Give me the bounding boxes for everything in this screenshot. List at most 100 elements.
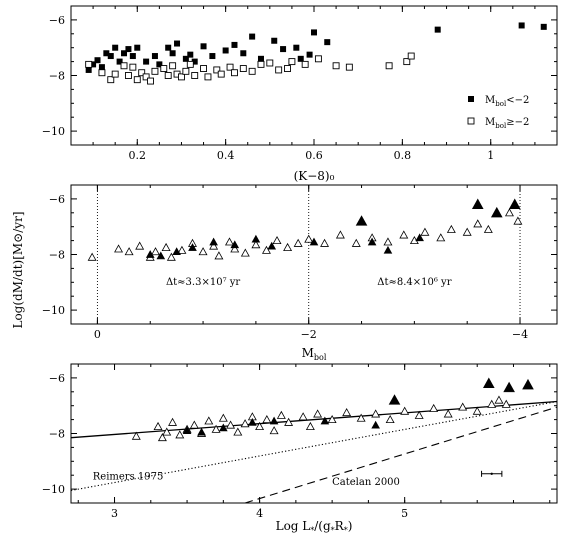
open-triangle-point [135,241,145,250]
filled-square-point [125,46,132,53]
open-triangle-point [356,413,366,422]
open-triangle-point [209,241,219,250]
open-triangle-point [198,247,208,256]
filled-square-point [293,44,300,51]
open-triangle-point [162,427,172,436]
y-tick-label: −8 [49,70,65,83]
open-square-point [345,63,353,71]
filled-square-point [297,55,304,62]
open-triangle-point [255,421,265,430]
filled-triangle-point [503,381,515,393]
open-square-point [147,77,154,85]
annotations: Δt≈3.3×10⁷ yr Δt≈8.4×10⁶ yr [166,277,452,288]
filled-triangle-point [383,245,393,254]
open-triangle-point [436,233,446,242]
filled-triangle-point [355,215,368,226]
open-triangle-point [383,237,393,246]
filled-square-point [169,50,176,57]
filled-square-point [182,55,189,62]
open-triangle-point [483,224,493,233]
open-square-point [98,69,106,77]
open-triangle-point [473,219,483,228]
filled-triangle-point [367,237,377,246]
filled-square-point [518,22,525,29]
annotation: Catelan 2000 [332,477,400,488]
open-square-point [138,69,146,77]
open-triangle-point [399,230,409,239]
open-triangle-point [211,424,221,433]
x-axis-label: Log L*/(g*R*) [276,519,353,535]
filled-square-point [143,58,150,65]
open-square-point [284,65,291,73]
open-triangle-point [224,237,234,246]
y-tick-label: −10 [42,304,65,317]
x-axis-label: (K−8)₀ [294,169,335,183]
open-triangle-point [305,421,315,430]
filled-square-point [249,33,256,40]
open-square-point [314,55,322,63]
model-lines [70,400,558,504]
y-tick-label: −6 [49,14,65,27]
filled-square-point [231,41,238,48]
open-triangle-point [157,433,167,442]
filled-triangle-point [471,198,484,209]
filled-triangle-point [522,378,534,390]
open-triangle-point [298,412,308,421]
filled-triangle-point [230,240,240,249]
open-square-point [142,73,150,81]
x-tick-label: 0.2 [129,149,147,162]
data-points [87,198,523,261]
open-triangle-point [504,208,514,217]
filled-square-point [134,44,141,51]
open-triangle-point [218,413,228,422]
open-triangle-point [420,227,430,236]
filled-square-point [116,58,123,65]
y-tick-label: −8 [49,249,65,262]
filled-triangle-point [219,423,228,432]
filled-triangle-point [267,241,277,250]
filled-square-point [98,64,105,71]
filled-triangle-point [309,237,319,246]
open-triangle-point [513,216,523,225]
open-triangle-point [114,244,124,253]
open-triangle-point [371,409,381,418]
open-triangle-point [313,409,323,418]
open-triangle-point [342,408,352,417]
filled-square-point [200,43,207,50]
filled-square-point [121,50,128,57]
open-triangle-point [429,403,439,412]
open-triangle-point [269,426,279,435]
x-tick-label: 5 [401,507,408,520]
open-triangle-point [262,414,272,424]
open-square-point [332,62,340,70]
filled-triangle-point [197,427,206,436]
open-triangle-point [385,414,395,424]
open-square-point [213,66,221,74]
open-triangle-point [230,244,240,253]
open-triangle-point [494,395,504,404]
filled-triangle-point [248,417,257,426]
filled-triangle-point [415,233,424,242]
filled-square-point [222,47,229,54]
open-square-point [226,63,234,71]
open-triangle-point [175,430,185,439]
open-triangle-point [168,417,178,426]
open-square-point [133,76,141,84]
open-square-point [204,73,212,81]
open-triangle-point [272,235,282,245]
annotations: Reimers 1975 Catelan 2000 [93,471,400,488]
open-triangle-point [177,245,187,254]
open-square-point [111,70,119,78]
x-tick-label: 0 [94,328,101,341]
open-square-point [182,67,190,75]
annotation: Δt≈3.3×10⁷ yr [166,277,240,288]
legend-marker [468,96,474,102]
open-square-point [191,72,199,79]
filled-triangle-point [269,416,279,425]
open-triangle-point [283,242,293,251]
open-triangle-point [240,419,250,428]
open-square-point [217,70,225,78]
axis-ticks: 0.2 0.4 0.6 0.8 1 −6 −8 −10 [42,6,557,162]
open-triangle-point [320,238,330,247]
